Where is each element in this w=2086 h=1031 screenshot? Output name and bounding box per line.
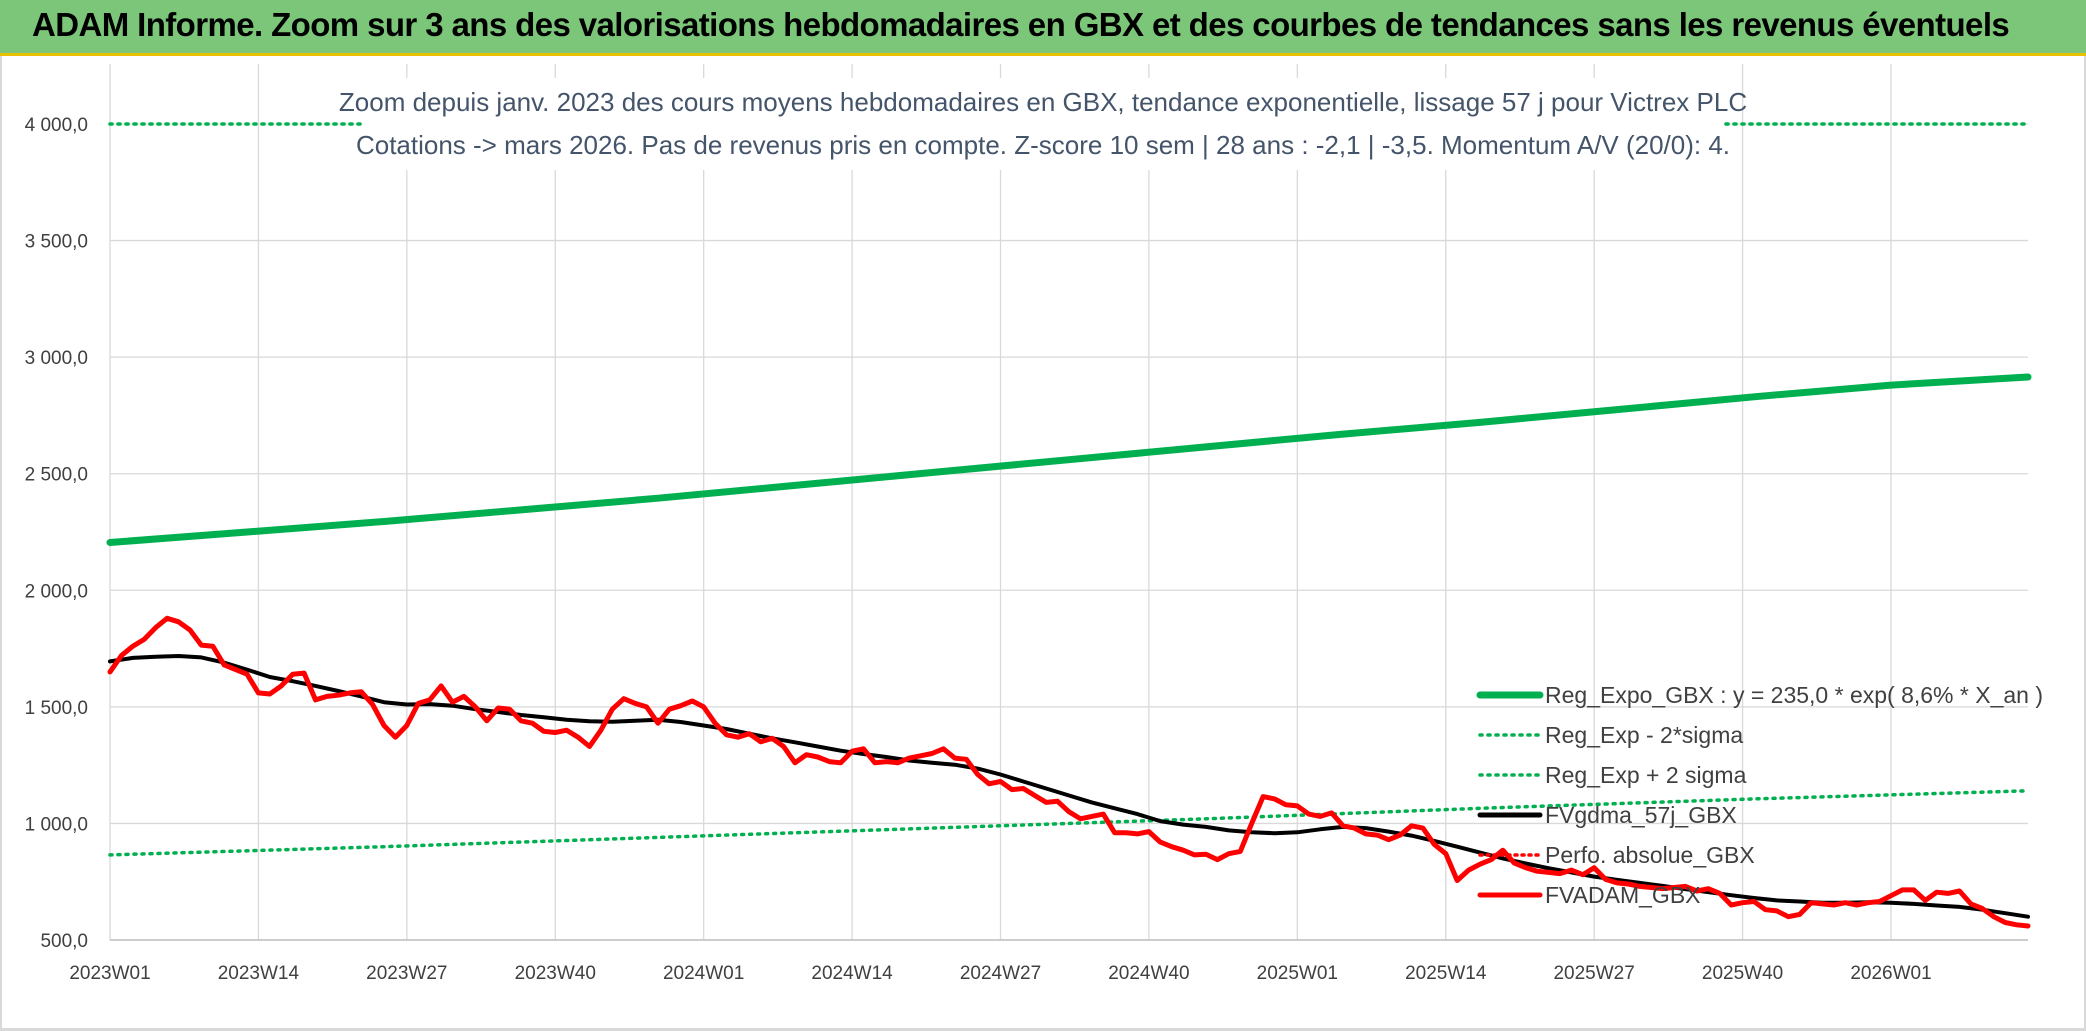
banner-title: ADAM Informe. Zoom sur 3 ans des valoris… (32, 6, 2010, 43)
y-tick-label: 2 000,0 (25, 581, 88, 602)
y-tick-label: 3 500,0 (25, 232, 88, 253)
x-axis-ticks: 2023W01 2023W14 2023W27 2023W40 2024W01 2024W… (69, 963, 1931, 984)
legend-label: Reg_Exp + 2 sigma (1545, 762, 1747, 788)
y-tick-label: 1 000,0 (25, 814, 88, 835)
reg-expo-line (106, 373, 2032, 546)
y-tick-label: 2 500,0 (25, 465, 88, 486)
chart-title-background (362, 78, 1724, 170)
chart-title-line-2: Cotations -> mars 2026. Pas de revenus p… (356, 130, 1730, 160)
legend-label: Perfo. absolue_GBX (1545, 842, 1755, 868)
x-tick-label: 2023W14 (218, 963, 300, 984)
fvgdma-57j-line (108, 654, 2030, 919)
fvadam-line (107, 615, 2031, 929)
x-tick-label: 2026W01 (1850, 963, 1931, 984)
x-tick-label: 2024W40 (1108, 963, 1189, 984)
x-tick-label: 2023W01 (69, 963, 150, 984)
x-tick-label: 2025W27 (1553, 963, 1634, 984)
x-tick-label: 2025W01 (1257, 963, 1338, 984)
chart-series (106, 122, 2032, 929)
legend-label: FVgdma_57j_GBX (1545, 802, 1737, 828)
y-tick-label: 4 000,0 (25, 115, 88, 136)
y-tick-label: 1 500,0 (25, 698, 88, 719)
legend-label: Reg_Exp - 2*sigma (1545, 722, 1743, 748)
y-tick-label: 3 000,0 (25, 348, 88, 369)
chart-frame (0, 56, 2086, 1031)
banner: ADAM Informe. Zoom sur 3 ans des valoris… (0, 0, 2086, 56)
x-tick-label: 2025W14 (1405, 963, 1487, 984)
chart-grid (109, 64, 2028, 941)
chart-legend: Reg_Expo_GBX : y = 235,0 * exp( 8,6% * X… (1476, 682, 2043, 908)
y-tick-label: 500,0 (40, 931, 88, 952)
x-tick-label: 2023W27 (366, 963, 447, 984)
y-axis-ticks: 500,0 1 000,0 1 500,0 2 000,0 2 500,0 3 000,0… (25, 115, 88, 952)
x-tick-label: 2024W01 (663, 963, 744, 984)
legend-label: FVADAM_GBX (1545, 882, 1701, 908)
chart-title-line-1: Zoom depuis janv. 2023 des cours moyens … (339, 87, 1747, 117)
legend-label: Reg_Expo_GBX : y = 235,0 * exp( 8,6% * X… (1545, 682, 2043, 708)
x-tick-label: 2024W27 (960, 963, 1041, 984)
reg-exp-minus-2sigma-line (108, 789, 2030, 857)
x-tick-label: 2024W14 (811, 963, 893, 984)
x-tick-label: 2025W40 (1702, 963, 1783, 984)
x-tick-label: 2023W40 (515, 963, 596, 984)
